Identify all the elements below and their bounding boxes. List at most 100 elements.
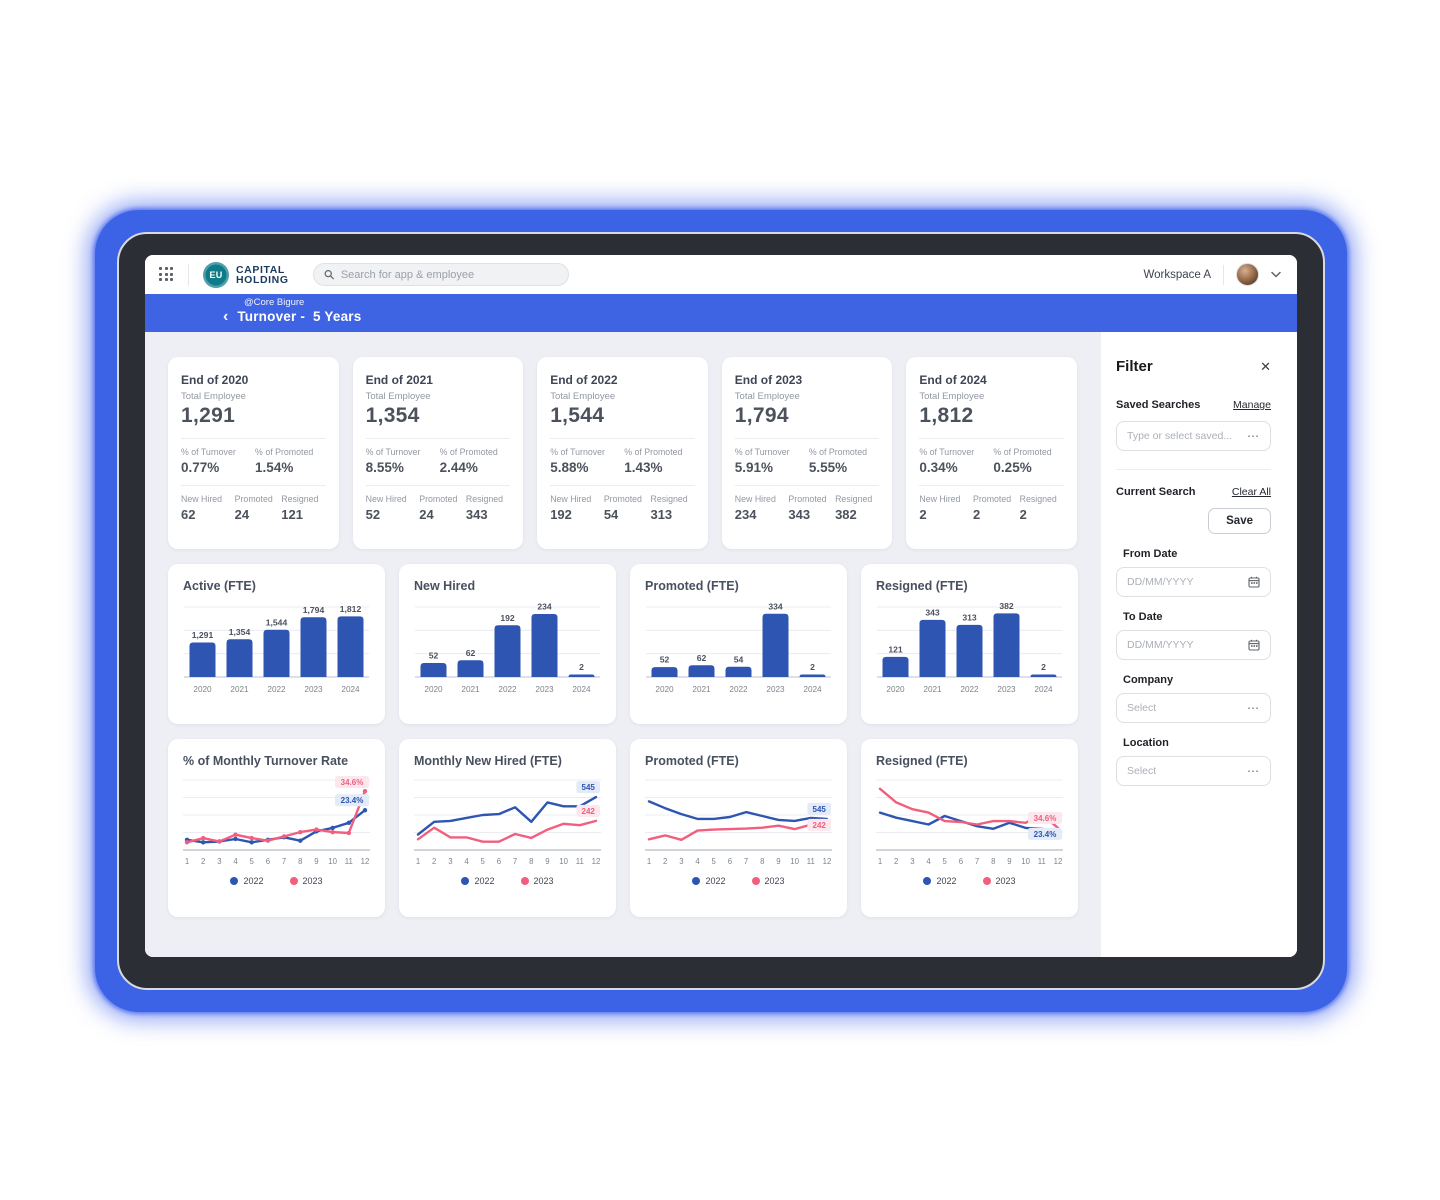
ellipsis-icon[interactable]: ⋯ <box>1247 701 1260 715</box>
apps-grid-icon[interactable] <box>159 267 174 282</box>
calendar-icon[interactable] <box>1248 576 1260 588</box>
chart-title: % of Monthly Turnover Rate <box>183 754 349 768</box>
value-badge <box>807 818 831 831</box>
bar-2022 <box>725 666 752 677</box>
promoted-value: 343 <box>788 507 811 522</box>
svg-text:2024: 2024 <box>1034 685 1053 694</box>
turnover-cell: % of Turnover 0.34% <box>919 447 993 475</box>
avatar[interactable] <box>1236 263 1259 286</box>
summary-counts: New Hired 234 Promoted 343 Resigned 382 <box>735 494 880 522</box>
svg-text:2023: 2023 <box>535 685 554 694</box>
chevron-down-icon[interactable] <box>1271 271 1281 278</box>
location-select[interactable]: Select ⋯ <box>1116 756 1271 786</box>
save-button[interactable]: Save <box>1208 508 1271 534</box>
location-placeholder: Select <box>1127 765 1157 777</box>
global-search[interactable] <box>312 263 569 286</box>
line-charts-row: % of Monthly Turnover Rate 1 2 3 4 5 6 7 8 9 10 11 1… <box>168 724 1078 917</box>
turnover-label: % of Turnover <box>734 447 790 457</box>
svg-text:4: 4 <box>464 857 469 866</box>
filter-title: Filter <box>1116 358 1153 375</box>
summary-percentages: % of Turnover 5.91% % of Promoted 5.55% <box>735 447 880 475</box>
svg-text:52: 52 <box>660 655 670 665</box>
clear-all-link[interactable]: Clear All <box>1231 486 1271 498</box>
svg-text:1,291: 1,291 <box>192 630 214 640</box>
promoted-cell: Promoted 54 <box>604 494 651 522</box>
promoted-pct-value: 2.44% <box>439 460 478 475</box>
bar-2023 <box>300 617 327 677</box>
svg-text:4: 4 <box>926 857 931 866</box>
chart-legend: 2022 2023 <box>181 876 372 886</box>
app-window: EU CAPITAL HOLDING Workspace A <box>145 255 1297 957</box>
summary-counts: New Hired 2 Promoted 2 Resigned 2 <box>919 494 1064 522</box>
value-badge <box>807 802 831 815</box>
series-line-2022 <box>647 800 829 823</box>
ellipsis-icon[interactable]: ⋯ <box>1247 429 1260 443</box>
svg-text:2020: 2020 <box>193 685 212 694</box>
svg-text:9: 9 <box>776 857 780 866</box>
summary-counts: New Hired 62 Promoted 24 Resigned 121 <box>181 494 326 522</box>
svg-text:2024: 2024 <box>341 685 360 694</box>
resigned-label: Resigned <box>1019 494 1057 504</box>
svg-text:1,812: 1,812 <box>340 604 362 614</box>
promoted-pct-label: % of Promoted <box>624 447 683 457</box>
calendar-icon[interactable] <box>1248 639 1260 651</box>
legend-dot <box>230 877 239 885</box>
summary-cards-row: End of 2020 Total Employee 1,291 % of Turno… <box>168 357 1077 549</box>
svg-text:12: 12 <box>361 857 370 866</box>
company-select[interactable]: Select ⋯ <box>1116 693 1271 723</box>
legend-item-2023: 2023 <box>289 876 323 886</box>
resigned-value: 313 <box>650 507 673 522</box>
legend-dot <box>923 877 932 885</box>
new-hired-cell: New Hired 2 <box>919 494 973 522</box>
summary-card-end-of-2024: End of 2024 Total Employee 1,812 % of Turno… <box>906 357 1077 549</box>
chart-title: Promoted (FTE) <box>645 579 739 593</box>
to-date-input[interactable]: DD/MM/YYYY <box>1116 630 1271 660</box>
bar-2021 <box>226 639 253 677</box>
summary-card-title: End of 2021 <box>365 373 433 387</box>
bar-chart-active-fte: 1,291 2020 1,354 2021 1,544 2022 1,794 2023 1,81… <box>184 604 369 694</box>
legend-label: 2022 <box>705 876 726 886</box>
svg-text:62: 62 <box>697 653 707 663</box>
total-employee-value: 1,812 <box>919 404 974 427</box>
svg-text:313: 313 <box>962 612 977 622</box>
back-button[interactable]: ‹ <box>223 307 229 325</box>
svg-text:5: 5 <box>250 857 255 866</box>
ellipsis-icon[interactable]: ⋯ <box>1247 764 1260 778</box>
svg-text:10: 10 <box>790 857 799 866</box>
turnover-cell: % of Turnover 5.91% <box>735 447 809 475</box>
promoted-pct-label: % of Promoted <box>808 447 868 457</box>
series-line-2023 <box>185 789 367 844</box>
promoted-value: 24 <box>419 507 434 522</box>
legend-item-2023: 2023 <box>520 876 554 886</box>
svg-text:11: 11 <box>345 857 353 866</box>
svg-text:334: 334 <box>768 601 783 611</box>
from-date-input[interactable]: DD/MM/YYYY <box>1116 567 1271 597</box>
svg-text:2: 2 <box>894 857 898 866</box>
device-frame: EU CAPITAL HOLDING Workspace A <box>95 210 1347 1012</box>
close-icon[interactable]: ✕ <box>1260 358 1271 374</box>
page-header: @Core Bigure ‹ Turnover - 5 Years <box>145 294 1297 332</box>
saved-search-input[interactable]: Type or select saved... ⋯ <box>1116 421 1271 451</box>
search-input[interactable] <box>340 268 558 281</box>
resigned-label: Resigned <box>650 494 688 504</box>
value-badge <box>1028 827 1062 840</box>
divider <box>919 438 1064 439</box>
promoted-pct-label: % of Promoted <box>439 447 498 457</box>
svg-text:10: 10 <box>328 857 337 866</box>
turnover-label: % of Turnover <box>550 447 605 457</box>
value-badge <box>335 794 369 807</box>
dashboard-content: End of 2020 Total Employee 1,291 % of Turno… <box>145 332 1100 957</box>
svg-text:62: 62 <box>466 648 476 658</box>
manage-link[interactable]: Manage <box>1233 399 1271 411</box>
bar-charts-row: Active (FTE) 1,291 2020 1,354 2021 1,544 2022 1… <box>168 549 1078 724</box>
chart-card-promoted-fte: Promoted (FTE) 52 2020 62 2021 54 2022 334 2023 2… <box>630 564 847 724</box>
value-badge <box>576 781 600 794</box>
legend-dot <box>289 877 298 885</box>
svg-text:3: 3 <box>217 857 221 866</box>
workspace-selector[interactable]: Workspace A <box>1143 268 1211 281</box>
promoted-cell: Promoted 343 <box>788 494 835 522</box>
promoted-cell: Promoted 24 <box>235 494 282 522</box>
svg-text:343: 343 <box>925 607 940 617</box>
resigned-label: Resigned <box>281 494 319 504</box>
